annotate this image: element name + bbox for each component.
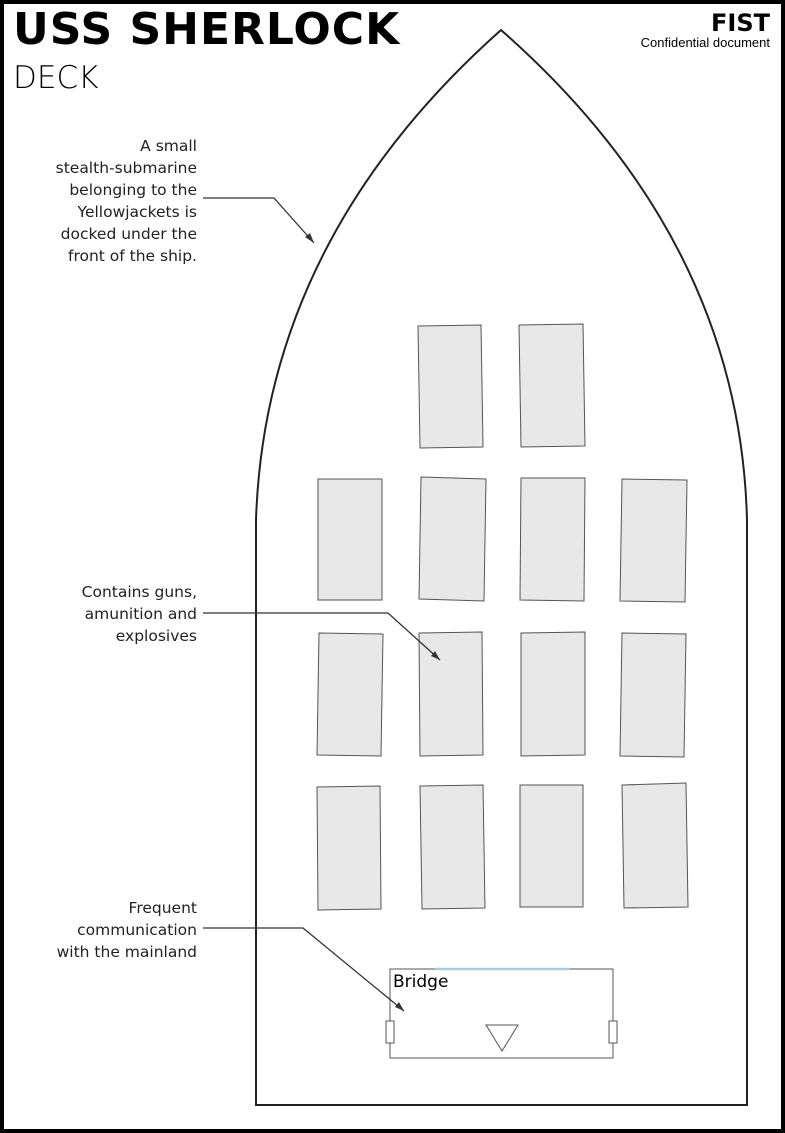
arrowhead-cargo [431, 651, 440, 660]
cargo-crate [621, 782, 689, 909]
brand-logo: FIST [711, 9, 770, 37]
leader-lines [203, 197, 441, 1012]
document-title: USS SHERLOCK [13, 4, 401, 55]
cargo-crates [316, 323, 689, 911]
annotation-line: with the mainland [56, 943, 197, 961]
annotation-line: Contains guns, [81, 583, 197, 601]
leader-line-comms [203, 927, 405, 1012]
cargo-crate [316, 785, 382, 911]
annotation-line: communication [77, 921, 197, 939]
cargo-crate [418, 476, 487, 602]
arrowhead-submarine [305, 233, 314, 243]
ship-hull [255, 28, 748, 1106]
cargo-crate [317, 478, 383, 601]
annotation-comms: Frequent communication with the mainland [20, 897, 197, 963]
annotation-cargo: Contains guns, amunition and explosives [20, 581, 197, 647]
annotation-submarine: A small stealth-submarine belonging to t… [20, 135, 197, 267]
annotation-line: Frequent [128, 899, 197, 917]
annotation-line: Yellowjackets is [77, 203, 197, 221]
annotation-line: amunition and [84, 605, 197, 623]
leader-line-cargo [203, 612, 441, 661]
annotation-line: A small [140, 137, 197, 155]
cargo-crate [417, 324, 484, 449]
cargo-crate [419, 784, 486, 910]
annotation-line: stealth-submarine [55, 159, 197, 177]
bridge-door-right [608, 1020, 618, 1044]
cargo-crate [518, 323, 586, 448]
confidential-label: Confidential document [640, 35, 770, 50]
cargo-crate [520, 631, 586, 757]
cargo-crate [316, 632, 384, 757]
bridge [385, 967, 618, 1059]
cargo-crate [519, 784, 584, 908]
leader-line-submarine [203, 197, 315, 244]
cargo-crate [619, 478, 688, 603]
annotation-line: belonging to the [69, 181, 197, 199]
document-subtitle: DECK [13, 60, 99, 96]
cargo-crate [418, 631, 484, 757]
bridge-door-left [385, 1020, 395, 1044]
cargo-crate [519, 477, 586, 602]
annotation-line: front of the ship. [67, 247, 197, 265]
arrowhead-comms [395, 1002, 404, 1011]
bridge-direction-icon [485, 1024, 519, 1052]
annotation-line: docked under the [60, 225, 197, 243]
bridge-label: Bridge [393, 972, 449, 992]
cargo-crate [619, 632, 687, 758]
annotation-line: explosives [115, 627, 197, 645]
